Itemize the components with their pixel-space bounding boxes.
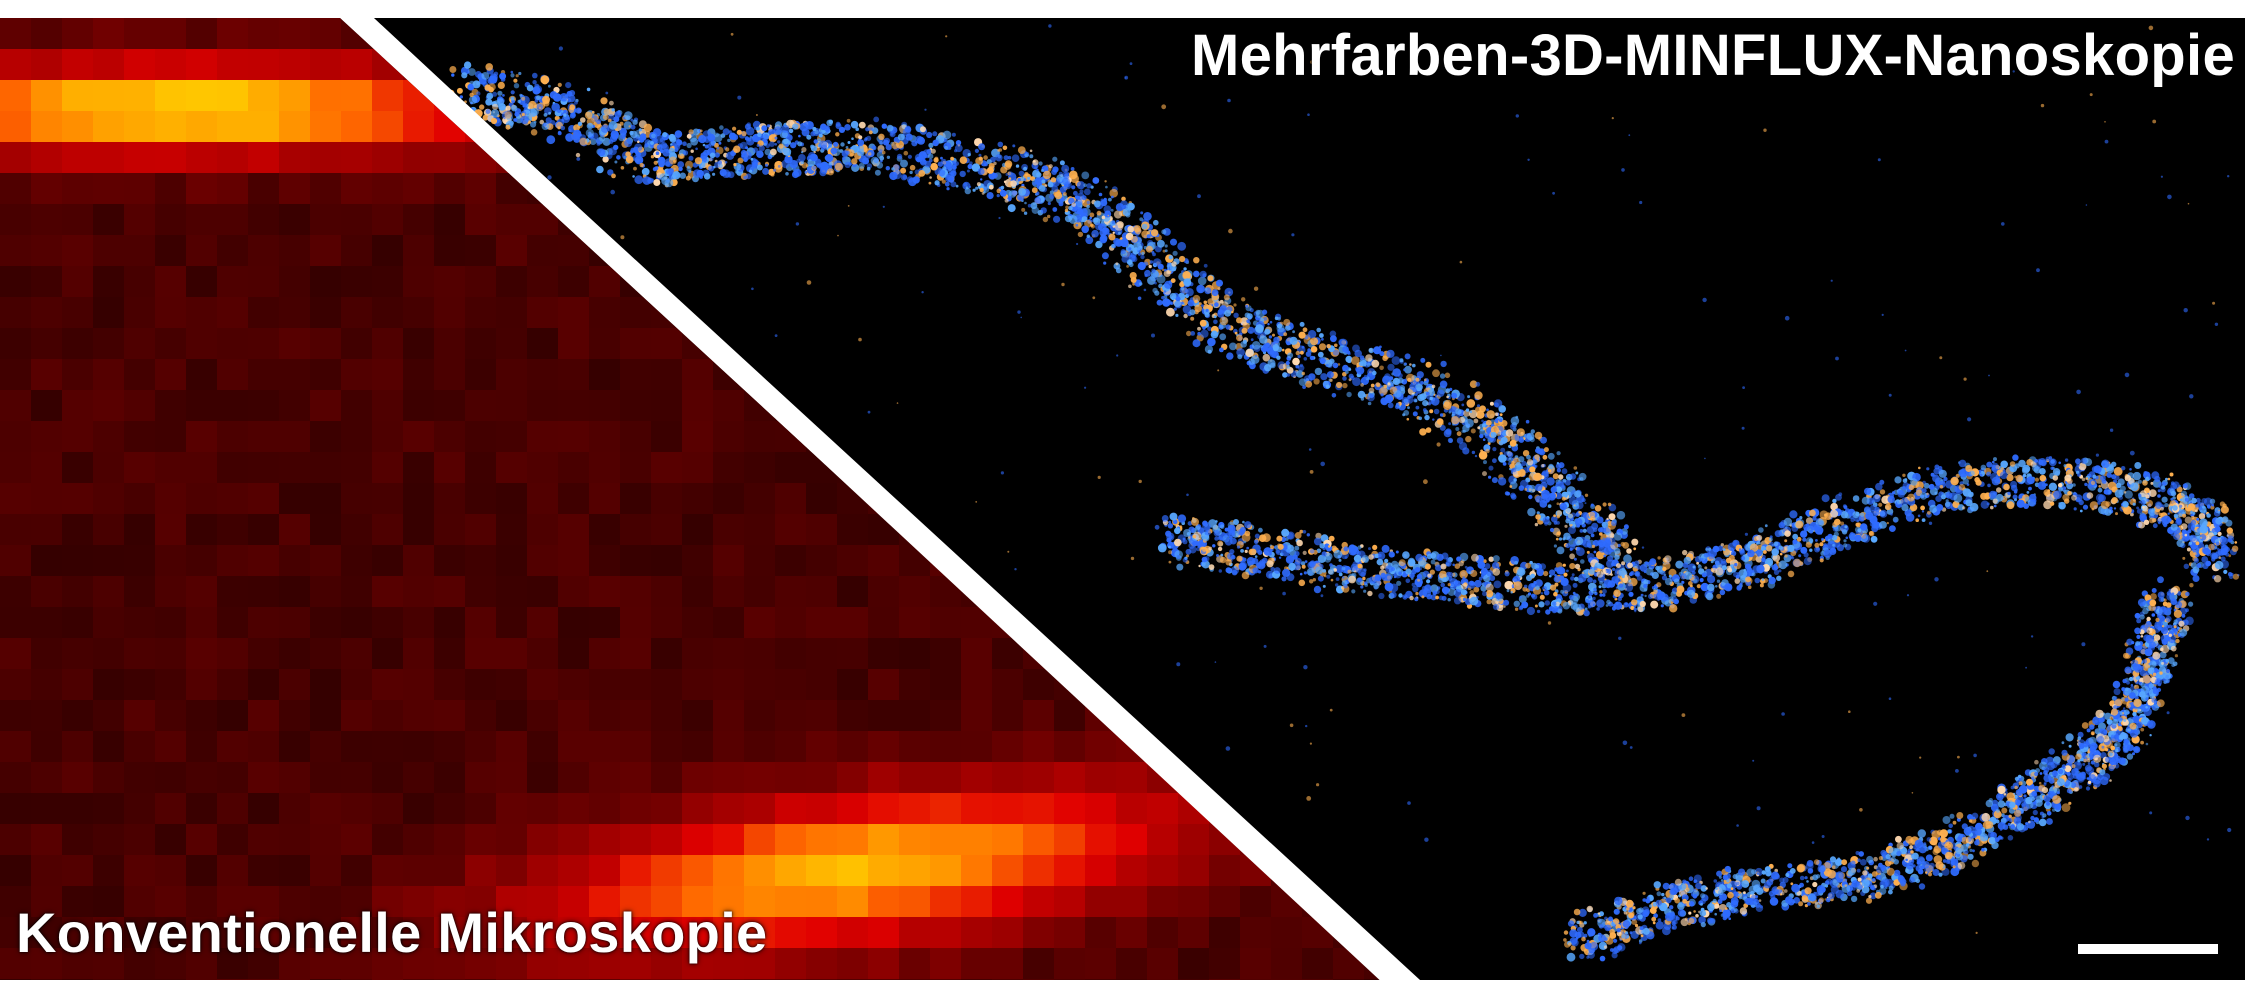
localization-point-cloud: [400, 24, 2240, 962]
diagonal-divider: [348, 6, 1412, 998]
scale-bar: [2078, 944, 2218, 954]
